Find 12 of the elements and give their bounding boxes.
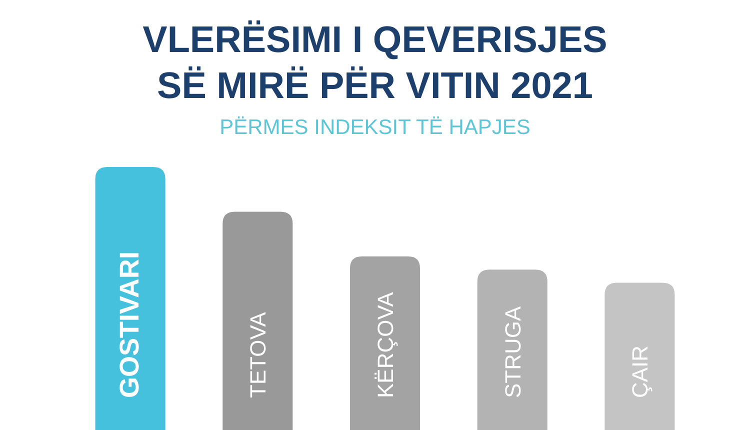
chart-title: VLERËSIMI I QEVERISJES SË MIRË PËR VITIN 2021 — [142, 19, 608, 106]
bar — [350, 256, 420, 430]
bar — [477, 270, 548, 430]
x-tick-label: TETOVA — [246, 312, 271, 398]
bar — [95, 167, 166, 430]
bar — [604, 282, 675, 430]
x-tick-label: GOSTIVARI — [114, 251, 144, 398]
x-tick-label: ÇAIR — [628, 345, 653, 398]
x-tick-label: KËRÇOVA — [373, 292, 398, 398]
x-tick-label: STRUGA — [500, 306, 526, 398]
bar — [222, 212, 293, 430]
chart-subtitle: PËRMES INDEKSIT TË HAPJES — [220, 116, 530, 139]
